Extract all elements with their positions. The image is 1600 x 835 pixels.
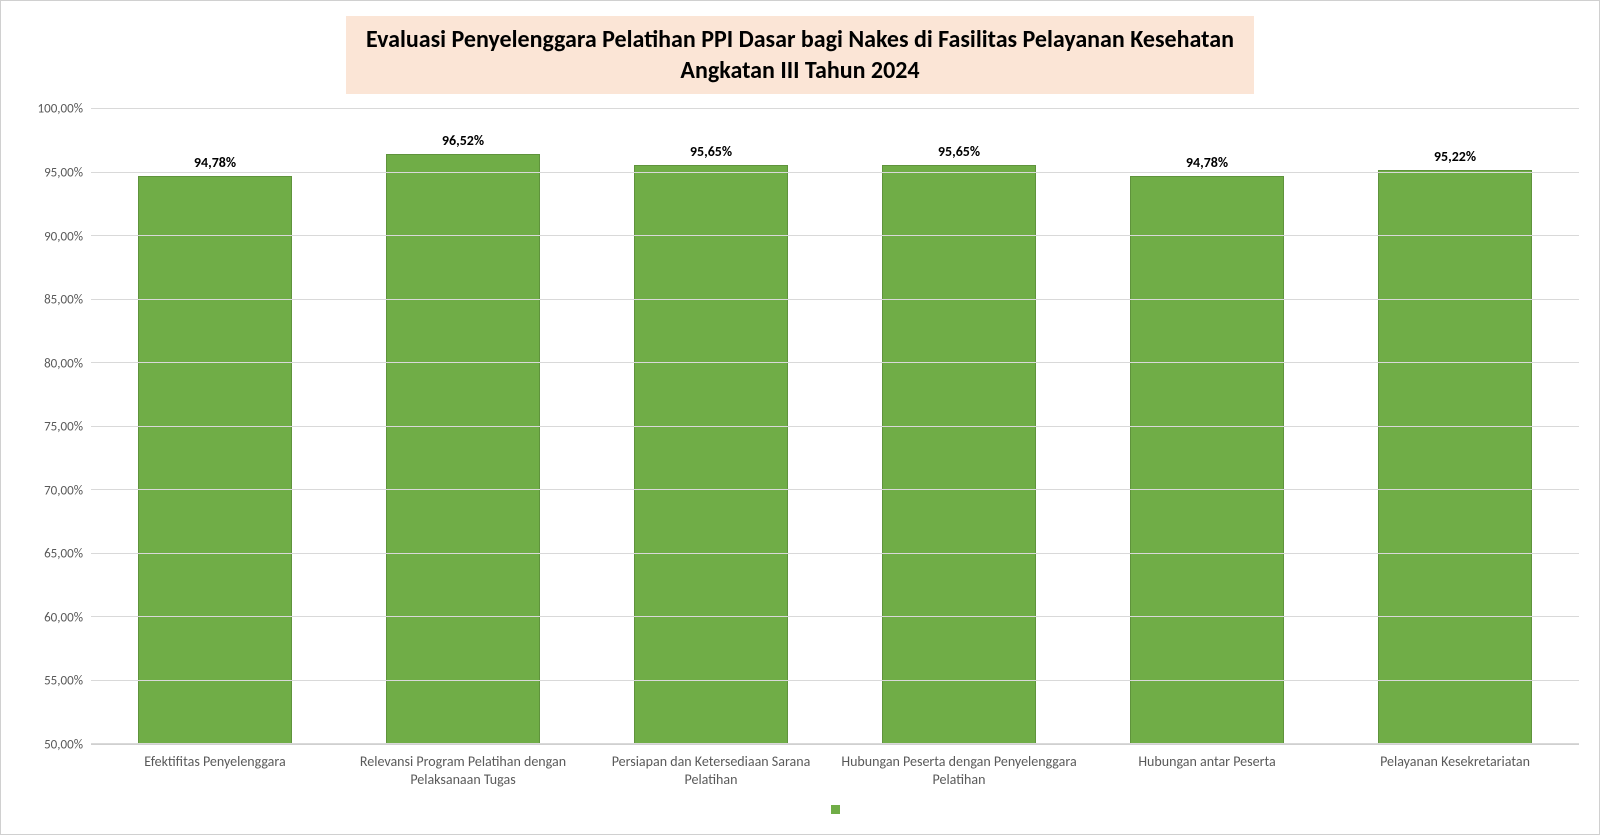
y-tick-label: 60,00% [44,610,83,625]
y-tick-label: 75,00% [44,420,83,435]
x-tick-label: Relevansi Program Pelatihan dengan Pelak… [339,753,587,788]
bar [138,176,292,744]
y-tick-label: 100,00% [38,102,83,117]
bar-slot: 95,22% [1331,109,1579,744]
bar-value-label: 96,52% [442,132,484,149]
gridline [91,489,1579,490]
chart-title-line2: Angkatan III Tahun 2024 [680,56,919,85]
gridline [91,172,1579,173]
chart-title-line1: Evaluasi Penyelenggara Pelatihan PPI Das… [366,25,1234,54]
chart-container: Evaluasi Penyelenggara Pelatihan PPI Das… [1,1,1599,834]
legend [91,800,1579,819]
y-tick-label: 85,00% [44,293,83,308]
bar-slot: 94,78% [91,109,339,744]
bar-slot: 94,78% [1083,109,1331,744]
gridline [91,553,1579,554]
bar [386,154,540,744]
legend-marker [831,805,840,814]
y-tick-label: 65,00% [44,547,83,562]
y-tick-label: 90,00% [44,229,83,244]
bar [634,165,788,744]
bar-slot: 95,65% [835,109,1083,744]
bar-value-label: 95,22% [1434,148,1476,165]
y-tick-label: 55,00% [44,674,83,689]
gridline [91,680,1579,681]
gridline [91,362,1579,363]
x-tick-label: Pelayanan Kesekretariatan [1331,753,1579,788]
bar [882,165,1036,744]
bars-row: 94,78% 96,52% 95,65% 95,65% 94,78% 95,22% [91,109,1579,744]
y-axis: 50,00%55,00%60,00%65,00%70,00%75,00%80,0… [21,109,91,745]
x-tick-label: Hubungan antar Peserta [1083,753,1331,788]
bars-area: 94,78% 96,52% 95,65% 95,65% 94,78% 95,22% [91,109,1579,745]
bar-slot: 96,52% [339,109,587,744]
plot-area: 50,00%55,00%60,00%65,00%70,00%75,00%80,0… [21,109,1579,745]
bar-value-label: 95,65% [938,143,980,160]
bar [1130,176,1284,744]
y-tick-label: 95,00% [44,165,83,180]
bar-slot: 95,65% [587,109,835,744]
y-tick-label: 50,00% [44,738,83,753]
gridline [91,426,1579,427]
gridline [91,299,1579,300]
gridline [91,235,1579,236]
bar-value-label: 94,78% [194,154,236,171]
x-tick-label: Persiapan dan Ketersediaan Sarana Pelati… [587,753,835,788]
bar [1378,170,1532,744]
x-tick-label: Efektifitas Penyelenggara [91,753,339,788]
bar-value-label: 94,78% [1186,154,1228,171]
gridline [91,743,1579,744]
gridline [91,616,1579,617]
chart-title: Evaluasi Penyelenggara Pelatihan PPI Das… [346,16,1254,94]
gridline [91,108,1579,109]
bar-value-label: 95,65% [690,143,732,160]
x-tick-label: Hubungan Peserta dengan Penyelenggara Pe… [835,753,1083,788]
x-axis: Efektifitas PenyelenggaraRelevansi Progr… [91,753,1579,788]
y-tick-label: 70,00% [44,483,83,498]
y-tick-label: 80,00% [44,356,83,371]
